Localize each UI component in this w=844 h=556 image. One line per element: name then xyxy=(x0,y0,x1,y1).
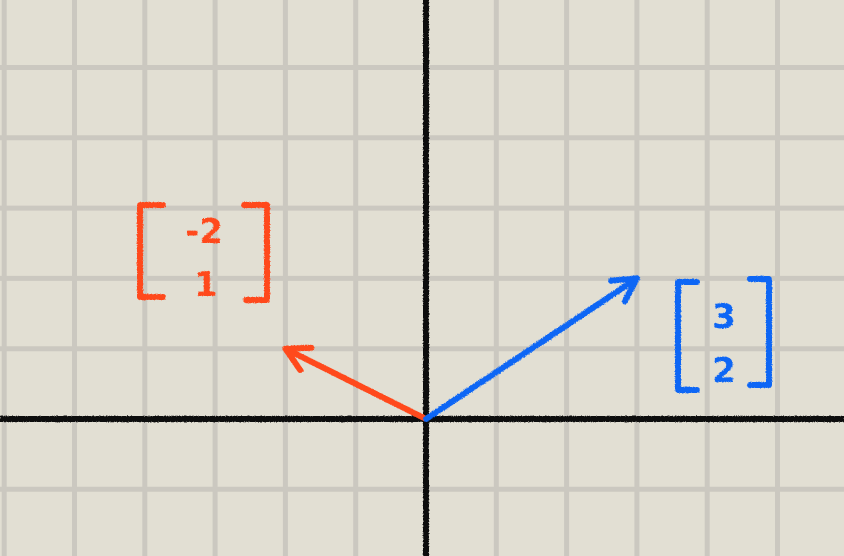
vector-label-3-2-left-bracket xyxy=(675,279,700,393)
vector-label-neg2-1-right-bracket xyxy=(241,202,270,303)
vector-label-3-2-bottom-entry: 2 xyxy=(712,351,736,391)
vector-3-2 xyxy=(423,275,640,422)
vector-label-3-2: 3 2 xyxy=(675,276,772,393)
vector-label-neg2-1-bottom-entry: 1 xyxy=(194,265,218,305)
vector-neg2-1-arrowhead xyxy=(282,344,315,374)
vector-neg2-1 xyxy=(282,344,429,422)
vector-label-neg2-1-left-bracket xyxy=(137,202,166,300)
vector-3-2-arrowhead xyxy=(608,275,640,305)
vector-label-neg2-1-top-entry: -2 xyxy=(185,212,223,252)
vector-label-neg2-1: -2 1 xyxy=(137,202,270,305)
vector-label-3-2-top-entry: 3 xyxy=(712,297,736,337)
vector-label-3-2-right-bracket xyxy=(747,276,772,388)
vector-neg2-1-shaft xyxy=(282,345,429,422)
vector-3-2-shaft xyxy=(423,275,640,422)
